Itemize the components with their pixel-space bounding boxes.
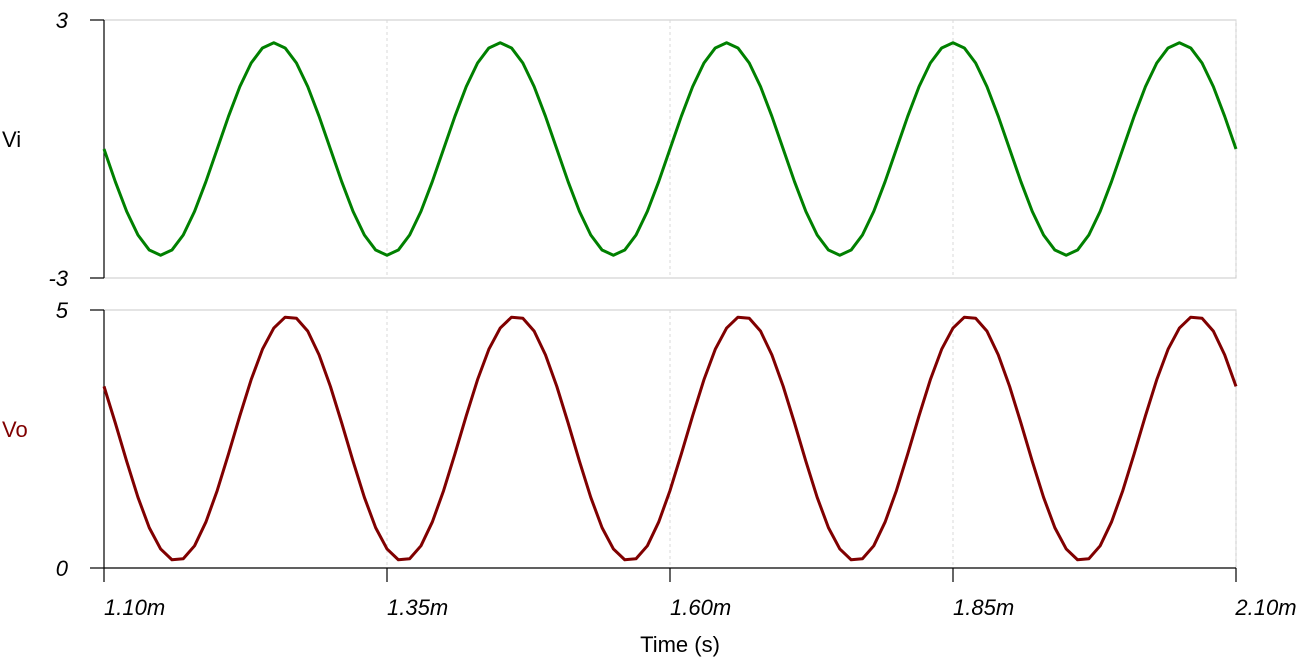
y-tick-label: -3 [48,266,68,291]
x-tick-label: 1.60m [670,595,731,620]
x-tick-label: 1.85m [953,595,1014,620]
x-tick-label: 1.10m [104,595,165,620]
x-axis-title: Time (s) [640,632,720,657]
series-line [102,41,1238,257]
y-tick-label: 0 [56,556,69,581]
series-label: Vo [2,417,28,442]
x-tick-label: 2.10m [1234,595,1296,620]
y-tick-label: 3 [56,8,69,33]
y-tick-label: 5 [56,298,69,323]
x-tick-label: 1.35m [387,595,448,620]
series-line [102,315,1238,562]
series-label: Vi [2,127,21,152]
